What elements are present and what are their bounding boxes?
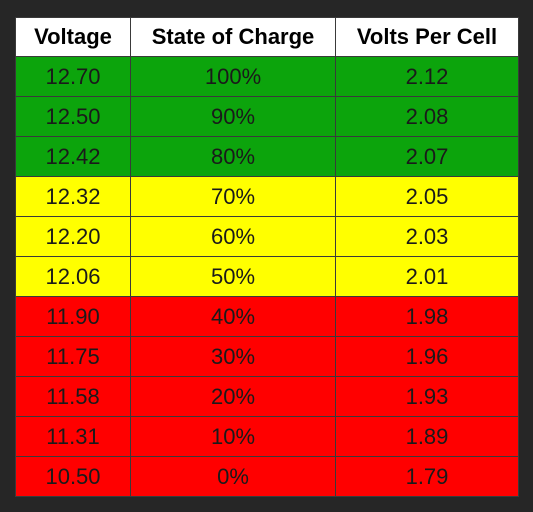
table-cell: 100% [130,56,336,97]
table-cell: 1.96 [335,336,519,377]
table-cell: 2.07 [335,136,519,177]
battery-table: Voltage State of Charge Volts Per Cell 12.… [15,17,519,497]
table-cell: 1.79 [335,456,519,497]
table-cell: 12.20 [15,216,131,257]
table-cell: 12.42 [15,136,131,177]
header-cell: State of Charge [130,17,336,57]
table-cell: 50% [130,256,336,297]
table-row: 10.50 0% 1.79 [15,456,519,497]
table-row: 12.06 50% 2.01 [15,256,519,297]
table-cell: 0% [130,456,336,497]
table-cell: 60% [130,216,336,257]
table-cell: 1.98 [335,296,519,337]
header-cell: Volts Per Cell [335,17,519,57]
table-cell: 2.05 [335,176,519,217]
table-row: 11.31 10% 1.89 [15,416,519,457]
table-cell: 12.06 [15,256,131,297]
table-cell: 11.90 [15,296,131,337]
table-row: 12.70 100% 2.12 [15,56,519,97]
table-cell: 12.70 [15,56,131,97]
table-row: 12.32 70% 2.05 [15,176,519,217]
table-cell: 80% [130,136,336,177]
table-row: 11.90 40% 1.98 [15,296,519,337]
table-row: 12.20 60% 2.03 [15,216,519,257]
table-cell: 70% [130,176,336,217]
header-cell: Voltage [15,17,131,57]
table-cell: 2.08 [335,96,519,137]
table-cell: 11.75 [15,336,131,377]
table-row: 11.58 20% 1.93 [15,376,519,417]
table-cell: 12.32 [15,176,131,217]
table-row: 12.42 80% 2.07 [15,136,519,177]
table-row: 12.50 90% 2.08 [15,96,519,137]
table-cell: 11.31 [15,416,131,457]
table-cell: 30% [130,336,336,377]
table-cell: 2.03 [335,216,519,257]
table-row: 11.75 30% 1.96 [15,336,519,377]
table-cell: 2.01 [335,256,519,297]
table-cell: 40% [130,296,336,337]
table-cell: 20% [130,376,336,417]
table-cell: 11.58 [15,376,131,417]
header-row: Voltage State of Charge Volts Per Cell [15,17,519,57]
table-cell: 10% [130,416,336,457]
table-cell: 2.12 [335,56,519,97]
table-cell: 10.50 [15,456,131,497]
table-cell: 90% [130,96,336,137]
table-cell: 1.93 [335,376,519,417]
table-cell: 12.50 [15,96,131,137]
table-cell: 1.89 [335,416,519,457]
